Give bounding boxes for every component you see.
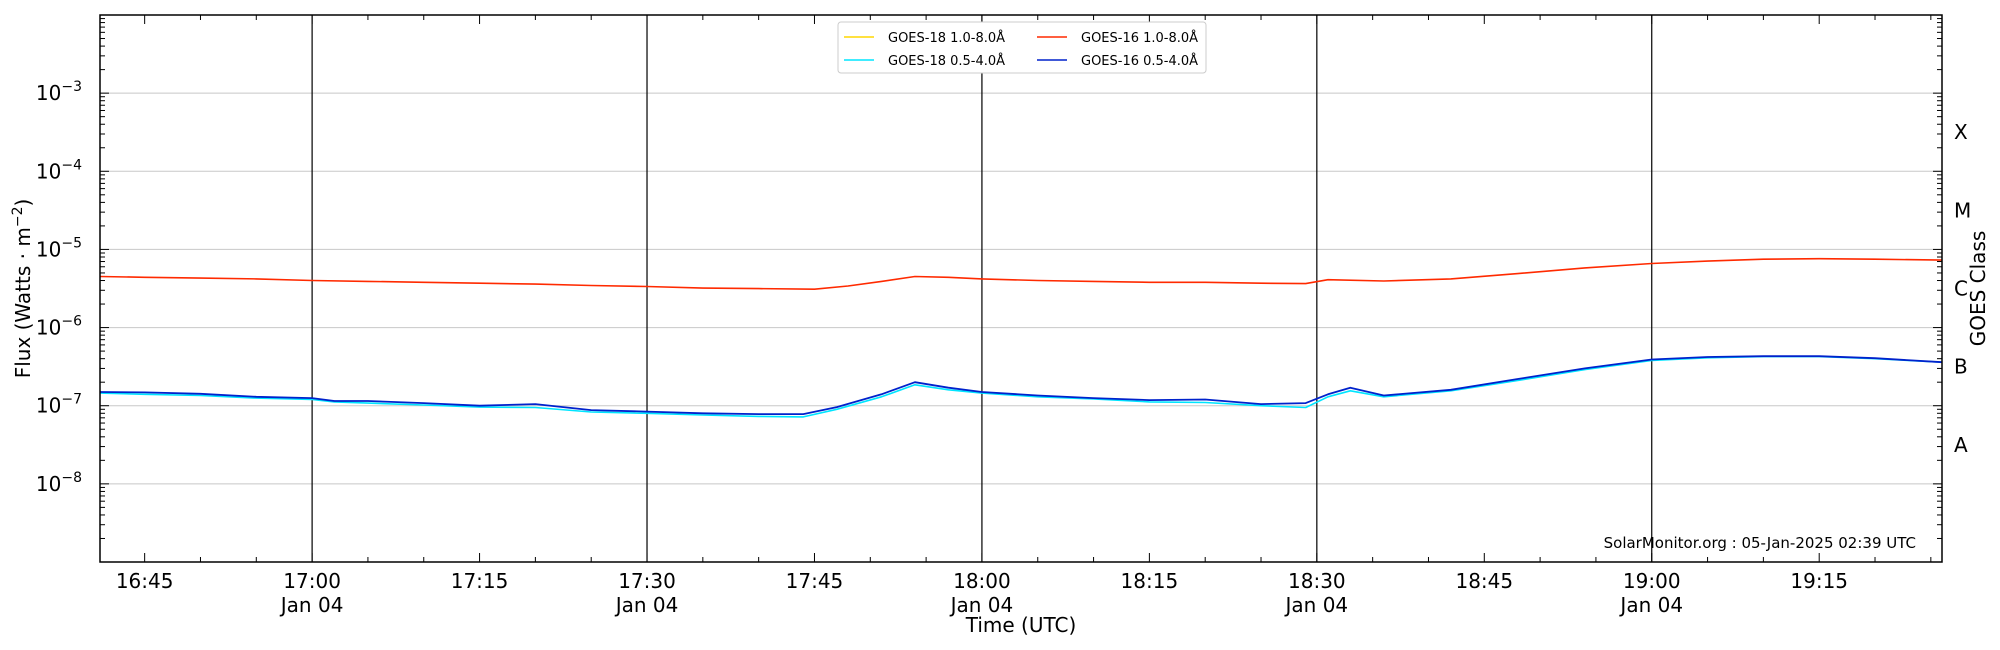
series-line-3: [99, 355, 1943, 418]
x-tick-date-label: Jan 04: [1284, 593, 1349, 617]
x-tick-date-label: Jan 04: [1618, 593, 1683, 617]
x-axis-label: Time (UTC): [965, 613, 1077, 637]
x-tick-date-label: Jan 04: [949, 593, 1014, 617]
goes-class-label: C: [1954, 277, 1968, 301]
x-tick-date-label: Jan 04: [279, 593, 344, 617]
x-tick-label: 17:45: [786, 569, 844, 593]
y-tick-label: 10−4: [36, 157, 82, 183]
series-line-2: [99, 257, 1943, 291]
goes-class-label: X: [1954, 120, 1968, 144]
x-tick-label: 17:30: [618, 569, 676, 593]
legend-label: GOES-18 0.5-4.0Å: [888, 53, 1005, 69]
y-axis-label: Flux (Watts · m−2): [10, 199, 35, 379]
legend-label: GOES-16 1.0-8.0Å: [1081, 30, 1198, 46]
x-tick-label: 19:00: [1623, 569, 1681, 593]
y-axis-label-main: Flux (Watts · m: [11, 227, 35, 378]
x-tick-label: 18:15: [1121, 569, 1179, 593]
y-axis-label-close: ): [11, 199, 35, 207]
x-tick-date-label: Jan 04: [614, 593, 679, 617]
y-tick-label: 10−8: [36, 470, 82, 496]
plot-frame: [99, 14, 1943, 563]
y-tick-label: 10−6: [36, 314, 82, 340]
y-tick-label: 10−7: [36, 392, 82, 418]
source-credit: SolarMonitor.org : 05-Jan-2025 02:39 UTC: [1604, 534, 1916, 552]
legend-label: GOES-18 1.0-8.0Å: [888, 30, 1005, 46]
x-tick-label: 18:45: [1455, 569, 1513, 593]
legend-entries: GOES-18 1.0-8.0Å GOES-18 0.5-4.0Å GOES-16 …: [844, 30, 1198, 69]
legend: GOES-18 1.0-8.0Å GOES-18 0.5-4.0Å GOES-16 …: [837, 21, 1207, 74]
goes-class-label: M: [1954, 198, 1971, 222]
goes-class-label: A: [1954, 433, 1968, 457]
y-tick-label: 10−5: [36, 235, 82, 261]
x-tick-label: 16:45: [116, 569, 174, 593]
x-tick-label: 18:00: [953, 569, 1011, 593]
x-tick-label: 17:00: [283, 569, 341, 593]
y-tick-label: 10−3: [36, 79, 82, 105]
x-tick-label: 17:15: [451, 569, 509, 593]
series-layer: [99, 257, 1943, 418]
legend-label: GOES-16 0.5-4.0Å: [1081, 53, 1198, 69]
grid-layer: [100, 15, 1942, 562]
goes-class-label: B: [1954, 355, 1968, 379]
goes-class-axis-label: GOES Class: [1966, 231, 1990, 347]
x-tick-label: 19:15: [1790, 569, 1848, 593]
x-tick-label: 18:30: [1288, 569, 1346, 593]
y-axis-label-exponent: −2: [10, 207, 26, 228]
series-line-4: [99, 355, 1943, 416]
legend-box: [837, 21, 1207, 74]
